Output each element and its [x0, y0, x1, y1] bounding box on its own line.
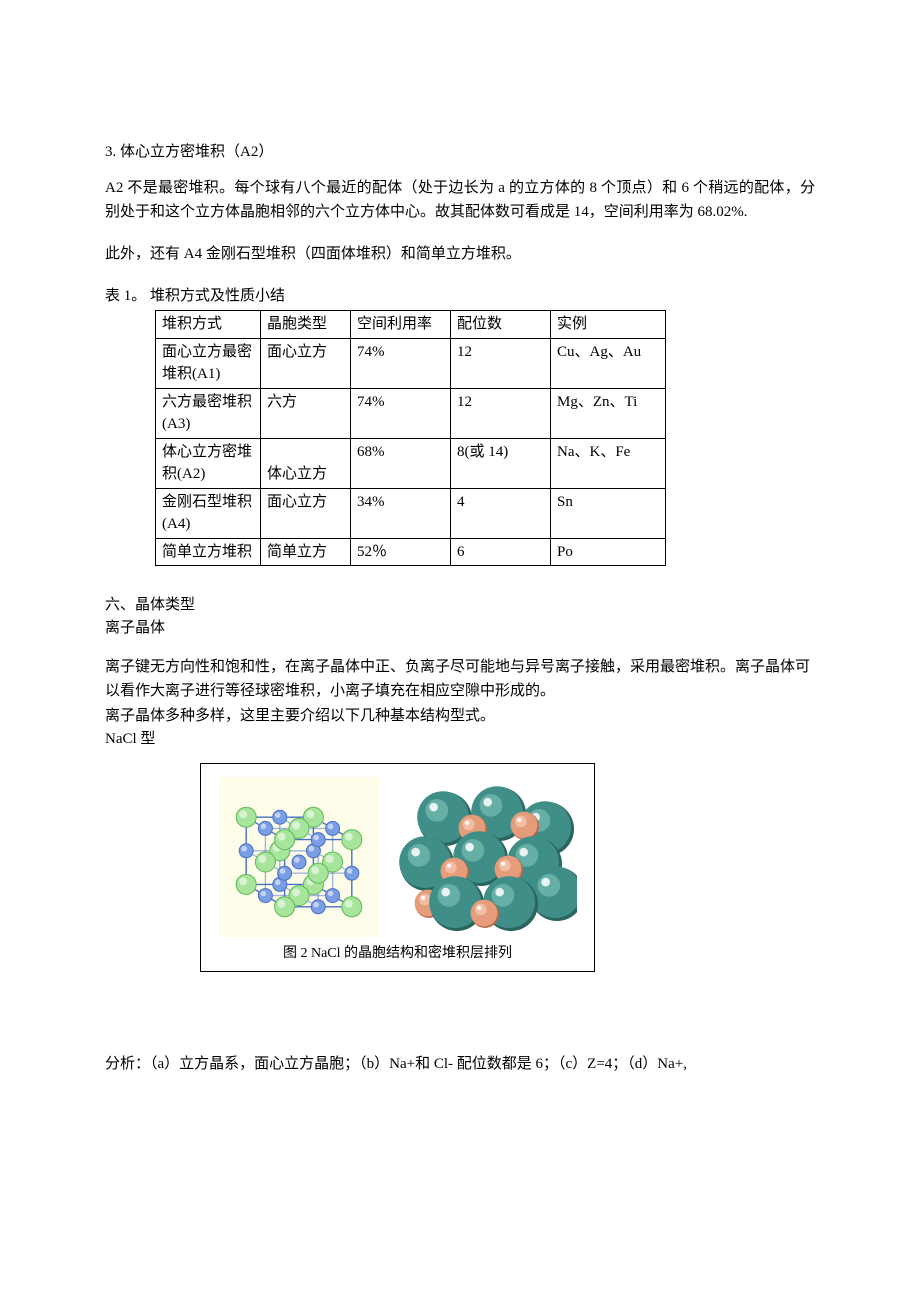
section-3-paragraph-2: 此外，还有 A4 金刚石型堆积（四面体堆积）和简单立方堆积。	[105, 242, 815, 266]
section-6-heading: 六、晶体类型	[105, 594, 815, 617]
td: 74%	[351, 388, 451, 438]
table-row: 六方最密堆积(A3) 六方 74% 12 Mg、Zn、Ti	[156, 388, 666, 438]
figure-2-caption: 图 2 NaCl 的晶胞结构和密堆积层排列	[211, 943, 584, 965]
td: 六方最密堆积(A3)	[156, 388, 261, 438]
td: 简单立方	[261, 538, 351, 566]
td: Na、K、Fe	[551, 438, 666, 488]
th-cell-type: 晶胞类型	[261, 311, 351, 339]
th-examples: 实例	[551, 311, 666, 339]
table-row: 简单立方堆积 简单立方 52％ 6 Po	[156, 538, 666, 566]
packing-summary-table: 堆积方式 晶胞类型 空间利用率 配位数 实例 面心立方最密堆积(A1) 面心立方…	[155, 310, 666, 566]
section-6-subheading: 离子晶体	[105, 617, 815, 640]
td: 面心立方	[261, 338, 351, 388]
nacl-type-label: NaCl 型	[105, 728, 815, 751]
td: 面心立方	[261, 488, 351, 538]
td: 34%	[351, 488, 451, 538]
table-1-caption: 表 1。 堆积方式及性质小结	[105, 284, 815, 308]
td: Mg、Zn、Ti	[551, 388, 666, 438]
table-row: 体心立方密堆积(A2) 体心立方 68% 8(或 14) Na、K、Fe	[156, 438, 666, 488]
td: 74%	[351, 338, 451, 388]
td: 68%	[351, 438, 451, 488]
section-3-paragraph-1: A2 不是最密堆积。每个球有八个最近的配体（处于边长为 a 的立方体的 8 个顶…	[105, 176, 815, 224]
td: 4	[451, 488, 551, 538]
td: Cu、Ag、Au	[551, 338, 666, 388]
td: 体心立方	[261, 438, 351, 488]
analysis-paragraph: 分析：（a）立方晶系，面心立方晶胞；（b）Na+和 Cl- 配位数都是 6；（c…	[105, 1052, 815, 1076]
td: 12	[451, 388, 551, 438]
td: 52％	[351, 538, 451, 566]
section-6-paragraph-1: 离子键无方向性和饱和性，在离子晶体中正、负离子尽可能地与异号离子接触，采用最密堆…	[105, 659, 810, 699]
figure-2-right-close-packing	[397, 774, 577, 939]
td: 8(或 14)	[451, 438, 551, 488]
td: 简单立方堆积	[156, 538, 261, 566]
td: 6	[451, 538, 551, 566]
figure-2-box: 图 2 NaCl 的晶胞结构和密堆积层排列	[200, 763, 595, 972]
section-6-paragraph-wrap: 离子键无方向性和饱和性，在离子晶体中正、负离子尽可能地与异号离子接触，采用最密堆…	[105, 655, 815, 703]
td: 面心立方最密堆积(A1)	[156, 338, 261, 388]
td: 12	[451, 338, 551, 388]
th-coord-num: 配位数	[451, 311, 551, 339]
td: Sn	[551, 488, 666, 538]
table-row: 金刚石型堆积(A4) 面心立方 34% 4 Sn	[156, 488, 666, 538]
table-header-row: 堆积方式 晶胞类型 空间利用率 配位数 实例	[156, 311, 666, 339]
td: 体心立方密堆积(A2)	[156, 438, 261, 488]
th-space-usage: 空间利用率	[351, 311, 451, 339]
table-row: 面心立方最密堆积(A1) 面心立方 74% 12 Cu、Ag、Au	[156, 338, 666, 388]
td: 六方	[261, 388, 351, 438]
td: 金刚石型堆积(A4)	[156, 488, 261, 538]
td: Po	[551, 538, 666, 566]
th-packing-type: 堆积方式	[156, 311, 261, 339]
figure-2-left-unit-cell	[219, 777, 379, 937]
section-6-paragraph-2: 离子晶体多种多样，这里主要介绍以下几种基本结构型式。	[105, 705, 815, 728]
section-3-heading: 3. 体心立方密堆积（A2）	[105, 140, 815, 164]
